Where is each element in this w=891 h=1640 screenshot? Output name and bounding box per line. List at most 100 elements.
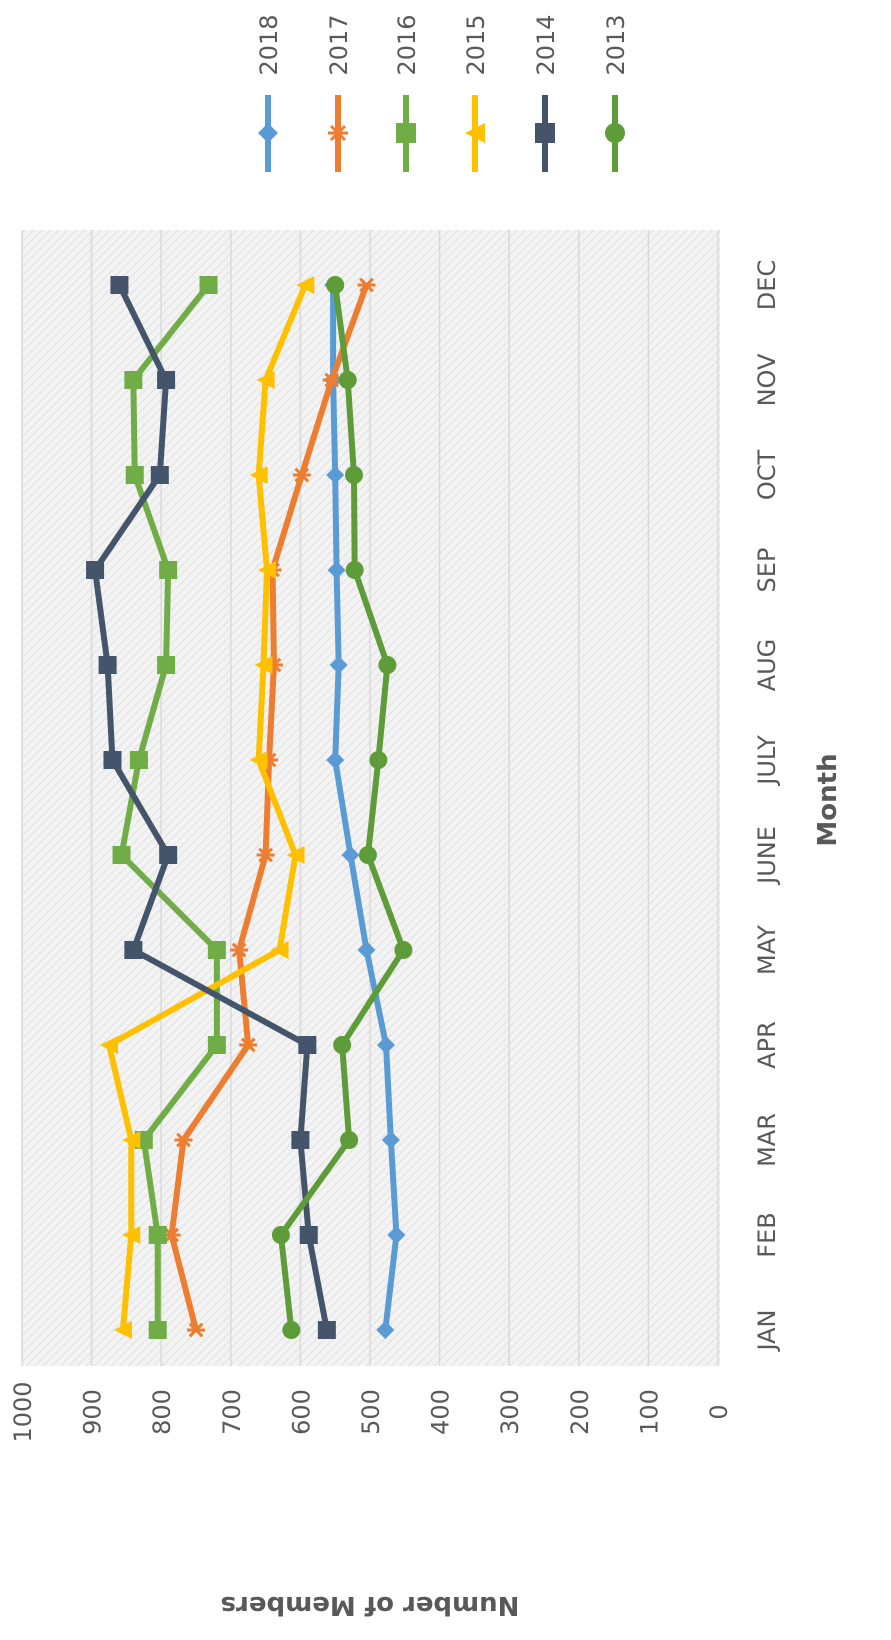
series-line [106, 283, 309, 1331]
legend-item-2017: 2017 [325, 14, 353, 172]
y-axis-title: Number of Members [221, 1590, 520, 1620]
data-point [296, 276, 315, 294]
data-point [369, 751, 388, 769]
x-tick-label: APR [753, 1021, 781, 1069]
legend-label: 2017 [325, 14, 353, 75]
data-point [157, 371, 176, 389]
legend-label: 2014 [532, 14, 560, 75]
data-point [230, 942, 249, 958]
data-point [86, 561, 105, 579]
plot-area-background [22, 230, 720, 1366]
data-point [286, 846, 305, 864]
series-line [330, 285, 400, 1331]
series-2014 [86, 276, 336, 1339]
data-point [110, 276, 129, 294]
series-line [92, 283, 330, 1331]
data-point [174, 1132, 193, 1148]
data-point [129, 751, 148, 769]
data-point [98, 656, 117, 674]
x-tick-label: OCT [753, 450, 781, 501]
y-tick-label: 700 [218, 1389, 246, 1435]
data-point [124, 941, 143, 959]
data-point [103, 751, 122, 769]
data-point [157, 656, 176, 674]
data-point [341, 846, 360, 864]
legend-item-2016: 2016 [393, 14, 421, 172]
data-point [256, 847, 275, 863]
legend-item-2013: 2013 [602, 14, 630, 172]
data-point [298, 1036, 317, 1054]
y-tick-label: 600 [287, 1389, 315, 1435]
data-point [125, 466, 144, 484]
data-point [387, 1226, 406, 1244]
x-tick-label: FEB [753, 1212, 781, 1257]
data-point [340, 1131, 359, 1149]
data-point [396, 123, 416, 143]
y-tick-label: 400 [427, 1389, 455, 1435]
data-point [358, 846, 377, 864]
data-point [148, 1226, 167, 1244]
x-axis-title: Month [813, 753, 843, 846]
data-point [282, 1321, 301, 1339]
series-2013 [271, 276, 413, 1339]
data-point [378, 656, 397, 674]
x-tick-label: JULY [753, 735, 781, 787]
data-point [270, 941, 289, 959]
data-point [317, 1321, 336, 1339]
data-point [271, 1226, 290, 1244]
x-tick-label: JAN [753, 1309, 781, 1352]
data-point [254, 656, 273, 674]
data-point [328, 124, 348, 142]
legend-label: 2015 [462, 14, 490, 75]
y-tick-label: 900 [79, 1389, 107, 1435]
data-point [291, 1131, 310, 1149]
data-point [338, 371, 357, 389]
data-point [357, 941, 376, 959]
series-2017 [162, 277, 376, 1338]
data-point [122, 1131, 141, 1149]
legend-label: 2016 [393, 14, 421, 75]
x-tick-label: AUG [753, 639, 781, 692]
data-point [377, 1036, 396, 1054]
y-tick-label: 800 [148, 1389, 176, 1435]
data-point [333, 1036, 352, 1054]
y-tick-label: 500 [357, 1389, 385, 1435]
data-point [376, 1321, 395, 1339]
data-point [345, 561, 364, 579]
legend-label: 2018 [255, 14, 283, 75]
x-tick-labels: JAN FEB MAR APR MAY JUNE JULY AUG SEP OCT NOV DEC [753, 260, 781, 1353]
data-point [207, 1036, 226, 1054]
x-tick-label: DEC [753, 260, 781, 310]
data-point [113, 1321, 132, 1339]
legend-item-2014: 2014 [532, 14, 560, 172]
data-point [159, 846, 178, 864]
data-point [249, 466, 268, 484]
data-point [394, 941, 413, 959]
data-point [357, 277, 376, 293]
data-point [344, 466, 363, 484]
data-point [605, 123, 625, 143]
data-point [329, 656, 348, 674]
data-point [150, 466, 169, 484]
y-tick-label: 300 [496, 1389, 524, 1435]
data-point [124, 371, 143, 389]
x-tick-label: NOV [753, 353, 781, 406]
y-tick-label: 1000 [9, 1381, 37, 1442]
x-tick-label: SEP [753, 548, 781, 593]
data-point [322, 372, 341, 388]
data-point [239, 1037, 258, 1053]
legend-item-2015: 2015 [462, 14, 490, 172]
series-line [277, 284, 407, 1331]
series-line [118, 283, 220, 1330]
data-point [258, 123, 278, 143]
data-point [207, 941, 226, 959]
data-point [381, 1131, 400, 1149]
data-point [327, 561, 346, 579]
data-point [122, 1226, 141, 1244]
data-point [159, 561, 178, 579]
data-point [256, 371, 275, 389]
data-point [187, 1322, 205, 1338]
data-point [535, 123, 555, 143]
data-point [299, 1226, 318, 1244]
